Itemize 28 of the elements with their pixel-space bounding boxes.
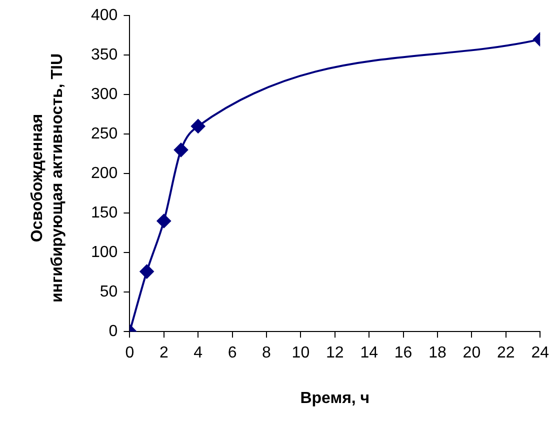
y-tick-label: 400 bbox=[90, 7, 118, 24]
y-tick-label: 0 bbox=[108, 323, 118, 340]
point bbox=[156, 214, 171, 228]
y-tick-label: 50 bbox=[100, 284, 118, 301]
y-tick-label: 250 bbox=[90, 126, 118, 143]
x-tick-label: 12 bbox=[326, 344, 344, 362]
x-tick-label: 2 bbox=[159, 344, 168, 362]
y-tick-label: 200 bbox=[90, 165, 118, 182]
x-tick-label: 14 bbox=[360, 344, 378, 362]
x-tick-label: 18 bbox=[428, 344, 446, 362]
x-tick-label: 4 bbox=[194, 344, 203, 362]
point bbox=[174, 142, 188, 157]
y-axis-title: Освобожденная ингибирующая активность, TIU bbox=[28, 53, 67, 303]
x-tick-label: 20 bbox=[462, 344, 481, 362]
x-tick-label: 10 bbox=[292, 344, 310, 362]
x-axis-title: Время, ч bbox=[300, 390, 370, 407]
y-tick-label: 150 bbox=[90, 204, 118, 222]
x-tick-label: 0 bbox=[125, 344, 134, 362]
point bbox=[140, 264, 154, 279]
y-tick-label: 350 bbox=[90, 46, 118, 64]
y-tick-label: 100 bbox=[90, 244, 118, 262]
x-tick-label: 16 bbox=[394, 344, 412, 362]
y-tick-label: 300 bbox=[90, 86, 118, 104]
x-tick-label: 8 bbox=[262, 344, 272, 362]
x-tick-label: 24 bbox=[531, 344, 550, 362]
point bbox=[191, 119, 206, 134]
x-tick-label: 22 bbox=[497, 344, 515, 362]
x-tick-label: 6 bbox=[228, 344, 237, 362]
